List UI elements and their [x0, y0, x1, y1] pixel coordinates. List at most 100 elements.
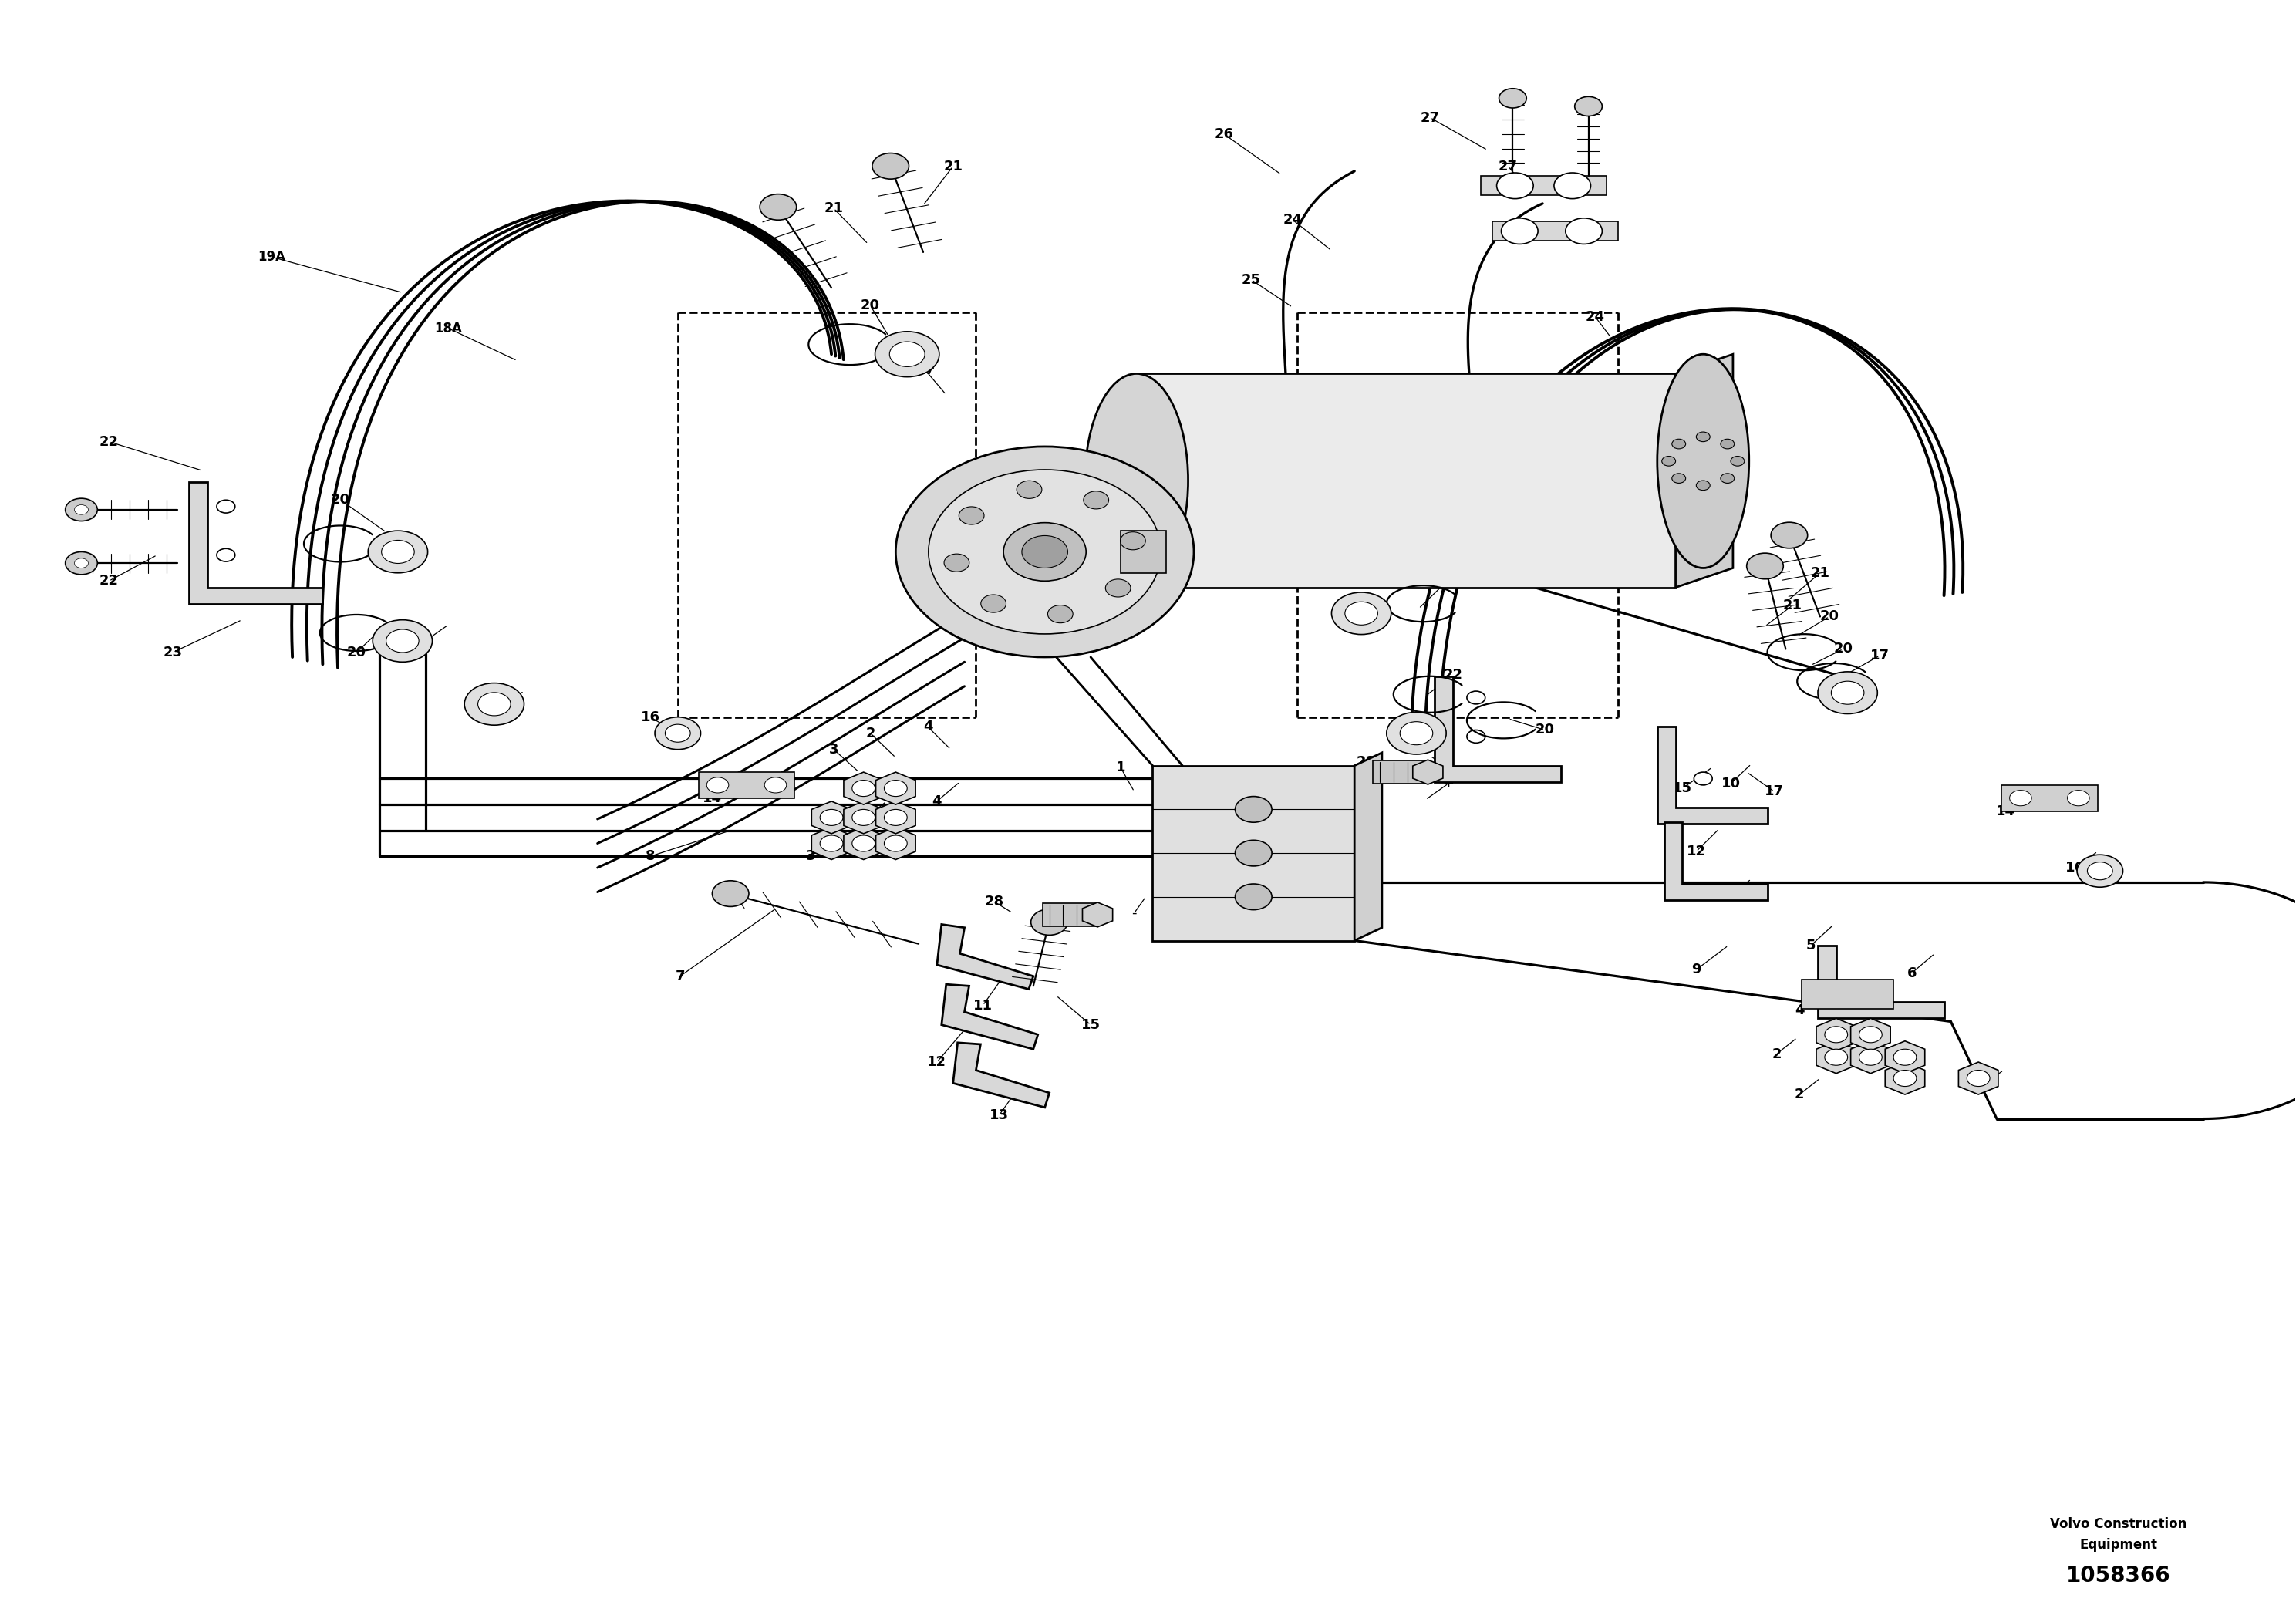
Text: 14: 14 — [1995, 805, 2016, 817]
Text: 4: 4 — [923, 720, 932, 733]
Text: 16: 16 — [2064, 861, 2085, 874]
Polygon shape — [1137, 373, 1676, 587]
Circle shape — [1720, 474, 1733, 483]
Text: 16: 16 — [641, 710, 659, 723]
Circle shape — [1747, 553, 1784, 579]
Circle shape — [875, 331, 939, 376]
Text: 4: 4 — [932, 795, 941, 808]
Text: 20: 20 — [1435, 577, 1453, 590]
Circle shape — [1818, 672, 1878, 714]
Circle shape — [760, 195, 797, 221]
Polygon shape — [1435, 676, 1561, 782]
Text: +: + — [1442, 777, 1453, 790]
Circle shape — [1499, 89, 1527, 109]
Circle shape — [1235, 796, 1272, 822]
Text: 3: 3 — [1977, 1079, 1986, 1093]
Text: 21: 21 — [944, 159, 962, 174]
Text: Equipment: Equipment — [2080, 1538, 2158, 1552]
Text: 11: 11 — [974, 999, 992, 1012]
Text: 22: 22 — [1451, 769, 1469, 782]
Circle shape — [1047, 605, 1072, 623]
Text: 18A: 18A — [434, 321, 461, 336]
Bar — [1153, 766, 1355, 941]
Text: 4: 4 — [1818, 1048, 1828, 1061]
Circle shape — [1860, 1049, 1883, 1066]
Circle shape — [889, 342, 925, 367]
Text: -: - — [1132, 907, 1137, 920]
Polygon shape — [1042, 903, 1097, 926]
Circle shape — [1894, 1049, 1917, 1066]
Circle shape — [1832, 681, 1864, 704]
Circle shape — [64, 498, 96, 521]
Text: 1058366: 1058366 — [2066, 1565, 2170, 1586]
Polygon shape — [188, 482, 321, 603]
Circle shape — [1003, 522, 1086, 581]
Polygon shape — [1816, 1019, 1855, 1051]
Text: 2: 2 — [1773, 1048, 1782, 1061]
Text: 20: 20 — [1536, 723, 1554, 736]
Polygon shape — [1373, 761, 1428, 783]
Text: 17: 17 — [1766, 785, 1784, 798]
Text: 2: 2 — [854, 817, 863, 830]
Circle shape — [1235, 884, 1272, 910]
Polygon shape — [1958, 1062, 1998, 1095]
Bar — [2002, 785, 2099, 811]
Text: 24: 24 — [1587, 310, 1605, 324]
Circle shape — [1120, 532, 1146, 550]
Polygon shape — [1355, 753, 1382, 941]
Polygon shape — [953, 1043, 1049, 1108]
Text: 26: 26 — [1215, 127, 1233, 141]
Circle shape — [73, 558, 87, 568]
Circle shape — [884, 835, 907, 852]
Text: 22: 22 — [99, 435, 119, 449]
Circle shape — [1720, 440, 1733, 449]
Circle shape — [1235, 840, 1272, 866]
Bar — [698, 772, 794, 798]
Text: 17: 17 — [916, 363, 934, 378]
Polygon shape — [1818, 946, 1945, 1019]
Text: 22: 22 — [1444, 668, 1463, 681]
Polygon shape — [1412, 759, 1442, 785]
Text: 19A: 19A — [257, 250, 285, 264]
Text: 4: 4 — [1795, 1004, 1805, 1017]
Text: 20: 20 — [331, 493, 351, 508]
Circle shape — [960, 506, 985, 524]
Circle shape — [386, 629, 418, 652]
Circle shape — [1671, 474, 1685, 483]
Polygon shape — [941, 985, 1038, 1049]
Circle shape — [820, 809, 843, 826]
Polygon shape — [810, 827, 852, 860]
Circle shape — [1554, 174, 1591, 198]
Text: 19: 19 — [1733, 451, 1752, 466]
Polygon shape — [843, 827, 884, 860]
Circle shape — [1894, 1071, 1917, 1087]
Circle shape — [216, 500, 234, 513]
Polygon shape — [875, 801, 916, 834]
Text: 14: 14 — [703, 792, 721, 805]
Circle shape — [2078, 855, 2124, 887]
Text: 20: 20 — [1821, 610, 1839, 623]
Text: 2: 2 — [1795, 1087, 1805, 1101]
Circle shape — [928, 470, 1162, 634]
Circle shape — [884, 809, 907, 826]
Circle shape — [1017, 480, 1042, 498]
Circle shape — [944, 553, 969, 571]
Text: 27: 27 — [1421, 110, 1440, 125]
Bar — [1802, 980, 1894, 1009]
Text: 17: 17 — [400, 646, 418, 659]
Text: 15: 15 — [1081, 1019, 1100, 1032]
Polygon shape — [1081, 902, 1114, 928]
Text: 23: 23 — [1398, 723, 1417, 736]
Polygon shape — [1851, 1019, 1890, 1051]
Circle shape — [1968, 1071, 1991, 1087]
Polygon shape — [810, 801, 852, 834]
Text: 17: 17 — [1272, 561, 1290, 574]
Polygon shape — [1885, 1041, 1924, 1074]
Text: 17: 17 — [1352, 621, 1371, 634]
Polygon shape — [1658, 727, 1768, 824]
Circle shape — [2087, 861, 2112, 879]
Text: 21: 21 — [1812, 566, 1830, 579]
Circle shape — [478, 693, 510, 715]
Text: 12: 12 — [928, 1056, 946, 1069]
Circle shape — [381, 540, 413, 563]
